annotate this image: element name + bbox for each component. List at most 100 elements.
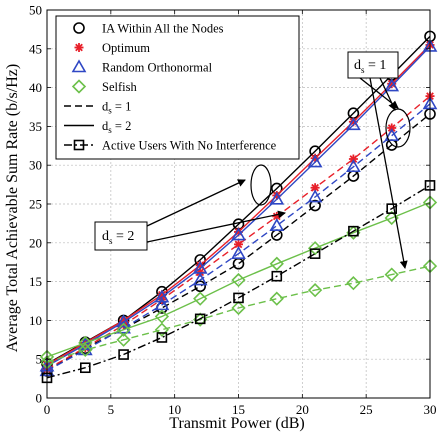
legend-item: Active Users With No Interference [64,139,277,153]
series-line [46,103,431,372]
data-point [269,218,285,232]
annotations: ds = 1 ds = 2 [94,51,411,269]
data-point [231,227,246,241]
y-tick-label: 15 [29,274,42,289]
annotation-arrow [379,77,396,111]
legend-label: IA Within All the Nodes [102,22,224,36]
data-point [309,199,321,212]
data-point [194,313,206,325]
data-point [307,241,323,256]
y-tick-label: 25 [29,197,42,212]
legend-marker [71,59,87,73]
series-line [46,113,431,372]
annotation-arrow [146,179,246,227]
legend: IA Within All the Nodes Optimum Random Ort… [55,15,300,160]
data-point [80,362,91,374]
annotation-box-ds1 [347,51,399,79]
legend-label: ds = 1 [102,100,131,116]
data-point [116,314,131,328]
y-tick-label: 5 [36,352,43,367]
series-5 [39,96,438,377]
data-point [77,342,93,356]
data-point [156,332,168,343]
data-point [154,322,170,337]
data-point [116,332,131,347]
ellipse-ds1 [385,108,411,148]
data-point [271,270,283,282]
x-tick-label: 5 [108,402,115,417]
series-line [46,201,431,358]
y-axis-label: Average Total Achievable Sum Rate (b/s/H… [4,64,21,352]
data-point [307,189,323,203]
data-point [348,225,359,237]
y-tick-label: 0 [36,391,43,406]
data-point [307,283,323,298]
series-7 [39,258,438,370]
data-point [194,280,206,293]
y-tick-label: 45 [29,41,42,56]
annotation-ds1-label: ds = 1 [354,58,386,75]
x-tick-label: 20 [296,402,309,417]
data-point [384,267,399,282]
legend-item: Random Orthonormal [71,59,213,75]
legend-marker [74,43,84,52]
legend-item: IA Within All the Nodes [73,22,224,36]
series-line [46,46,431,367]
axis-ticks: 0 5 10 15 20 25 30 0 5 10 15 20 25 30 35 40 45 50 [29,3,437,418]
data-point [269,291,284,306]
data-point [386,203,398,214]
legend-label: Selfish [102,80,137,94]
data-point [346,117,361,131]
annotation-arrow [146,210,286,243]
data-point [269,191,285,205]
legend-marker [73,22,85,34]
series-line [46,184,431,379]
ellipse-ds2 [250,164,272,206]
data-point [384,78,400,92]
data-point [346,159,361,173]
legend-item: Optimum [74,41,150,55]
data-point [231,246,246,259]
y-tick-label: 20 [29,235,42,250]
y-tick-label: 10 [29,313,42,328]
y-tick-label: 30 [29,158,42,173]
y-tick-label: 40 [29,80,42,95]
data-point [309,248,321,259]
legend-item: ds = 2 [64,119,131,135]
data-point [231,300,246,316]
data-point [193,291,208,306]
y-tick-label: 35 [29,119,42,134]
legend-label: Optimum [102,41,150,55]
data-point [116,322,131,337]
x-tick-label: 25 [360,402,373,417]
data-point [307,154,323,168]
legend-label: Random Orthonormal [102,61,213,75]
data-point [78,335,93,351]
series-line [46,265,431,363]
data-point [234,239,243,249]
legend-label: Active Users With No Interference [102,139,277,153]
data-point [310,183,320,193]
legend-box [55,15,300,160]
x-tick-label: 30 [424,402,437,417]
data-point [154,297,170,311]
annotation-arrow [369,77,408,269]
data-point [154,289,170,303]
data-point [192,272,208,286]
annotation-box-ds2 [94,221,148,251]
data-point [231,272,246,288]
legend-marker [73,139,85,151]
data-point [78,342,93,358]
y-tick-label: 50 [29,3,42,18]
data-point [233,292,244,304]
x-tick-label: 10 [168,402,181,417]
annotation-ds2-label: ds = 2 [102,229,134,246]
data-point [118,349,129,360]
x-axis-label: Transmit Power (dB) [169,415,304,432]
legend-item: Selfish [71,79,137,94]
series-line [46,95,431,370]
data-point [269,256,284,271]
legend-item: ds = 1 [64,100,131,116]
data-point [384,128,400,142]
